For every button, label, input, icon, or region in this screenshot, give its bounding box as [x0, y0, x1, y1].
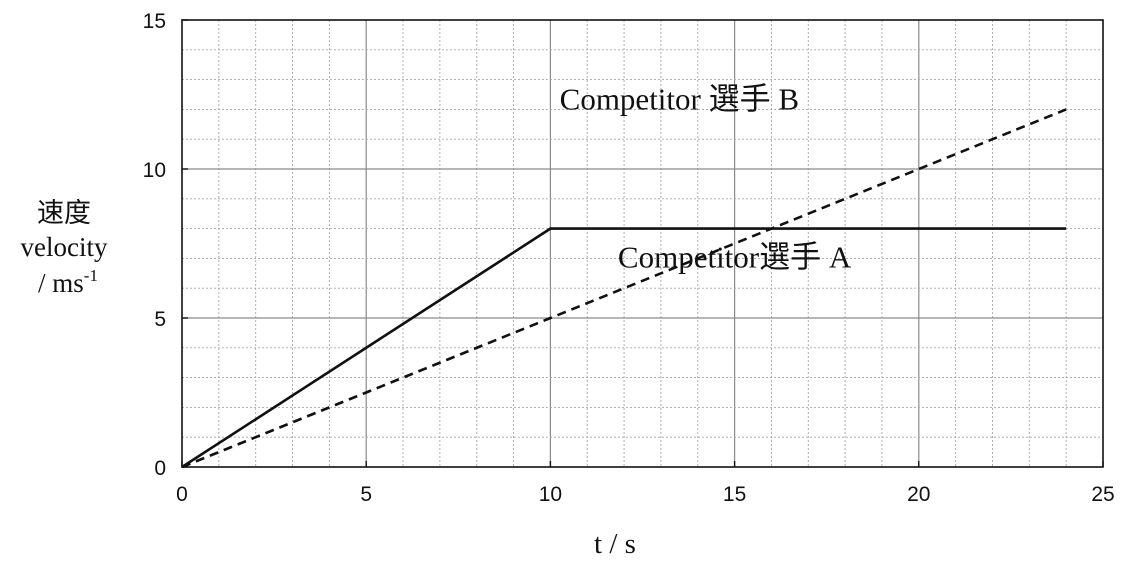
series-label-competitor-b: Competitor 選手 B [560, 81, 799, 116]
x-tick-label: 10 [539, 483, 562, 506]
x-tick-label: 15 [723, 483, 746, 506]
series-layer [181, 108, 1067, 469]
y-axis-label-velocity: velocity [21, 232, 108, 262]
y-axis-label-chinese: 速度 [37, 198, 91, 228]
y-tick-label: 0 [154, 457, 166, 480]
y-tick-label: 15 [143, 10, 166, 33]
y-axis-label-unit: / ms-1 [38, 266, 98, 298]
x-tick-label: 0 [176, 483, 188, 506]
series-line-competitor-b [181, 108, 1067, 469]
series-label-competitor-a: Competitor選手 A [618, 239, 852, 274]
x-tick-label: 25 [1091, 483, 1114, 506]
axes-layer: 0 5 10 15 20 25 0 5 10 15 [143, 10, 1115, 506]
series-line-competitor-a [181, 227, 1067, 469]
y-tick-label: 5 [154, 308, 166, 331]
grid-layer [182, 20, 1103, 467]
x-tick-label: 5 [360, 483, 372, 506]
y-tick-label: 10 [143, 159, 166, 182]
x-axis-label: t / s [594, 528, 636, 560]
y-axis-unit-superscript: -1 [84, 266, 98, 285]
y-axis-unit-text: / ms [38, 268, 84, 298]
x-tick-label: 20 [907, 483, 930, 506]
plot-frame [181, 19, 1104, 468]
label-layer: 速度 velocity / ms-1 t / s Competitor 選手 B… [21, 81, 852, 560]
